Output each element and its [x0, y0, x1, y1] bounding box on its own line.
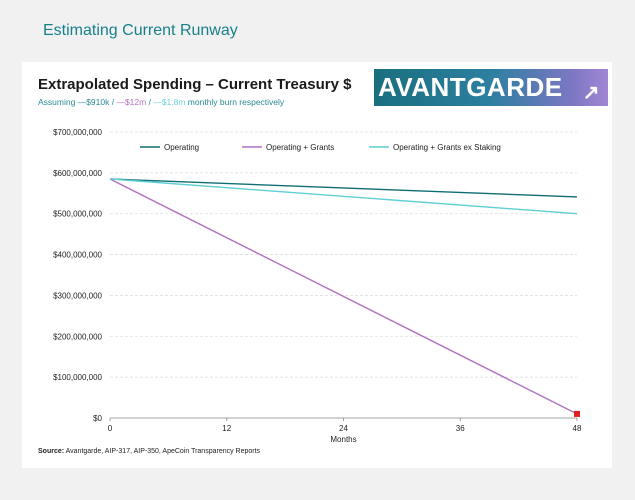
series-line — [109, 178, 578, 215]
chart-title: Extrapolated Spending – Current Treasury… — [38, 76, 352, 93]
y-tick-label: $600,000,000 — [53, 169, 102, 178]
legend-label: Operating — [164, 143, 199, 152]
source-note: Source: Avantgarde, AIP-317, AIP-350, Ap… — [38, 448, 260, 455]
x-axis-label: Months — [330, 435, 356, 444]
subtitle-suffix: monthly burn respectively — [185, 97, 285, 107]
subtitle-grants: —$12m — [116, 97, 147, 107]
x-tick-label: 0 — [108, 424, 113, 433]
x-tick-label: 12 — [222, 424, 231, 433]
subtitle-operating: —$910k — [77, 97, 110, 107]
y-tick-label: $300,000,000 — [53, 291, 102, 300]
y-tick-label: $200,000,000 — [53, 332, 102, 341]
legend-label: Operating + Grants — [266, 143, 334, 152]
legend-label: Operating + Grants ex Staking — [393, 143, 501, 152]
page-title: Estimating Current Runway — [43, 22, 238, 39]
source-text: Avantgarde, AIP-317, AIP-350, ApeCoin Tr… — [64, 448, 261, 455]
y-tick-label: $0 — [93, 414, 102, 423]
y-tick-label: $700,000,000 — [53, 128, 102, 137]
subtitle-ex-staking: —$1.8m — [153, 97, 186, 107]
subtitle-prefix: Assuming — [38, 97, 78, 107]
y-tick-label: $400,000,000 — [53, 251, 102, 260]
avantgarde-logo: AVANTGARDE ↗ — [374, 69, 608, 106]
x-tick-label: 48 — [573, 424, 582, 433]
x-tick-label: 36 — [456, 424, 465, 433]
y-tick-label: $100,000,000 — [53, 373, 102, 382]
series-line — [109, 178, 578, 415]
end-marker — [574, 410, 580, 417]
series-line — [109, 178, 578, 198]
trend-arrow-icon: ↗ — [582, 82, 600, 104]
subtitle-separator: / — [109, 97, 117, 107]
line-chart: $0 $100,000,000 $200,000,000 $300,000,000 $4… — [53, 128, 582, 444]
chart-card: $0 $100,000,000 $200,000,000 $300,000,000 $4… — [22, 62, 612, 468]
subtitle-separator: / — [146, 97, 154, 107]
logo-text: AVANTGARDE — [378, 72, 563, 102]
y-tick-label: $500,000,000 — [53, 210, 102, 219]
chart-subtitle: Assuming —$910k / —$12m / —$1.8m monthly… — [38, 97, 284, 107]
source-label: Source: — [38, 448, 65, 455]
x-tick-label: 24 — [339, 424, 348, 433]
